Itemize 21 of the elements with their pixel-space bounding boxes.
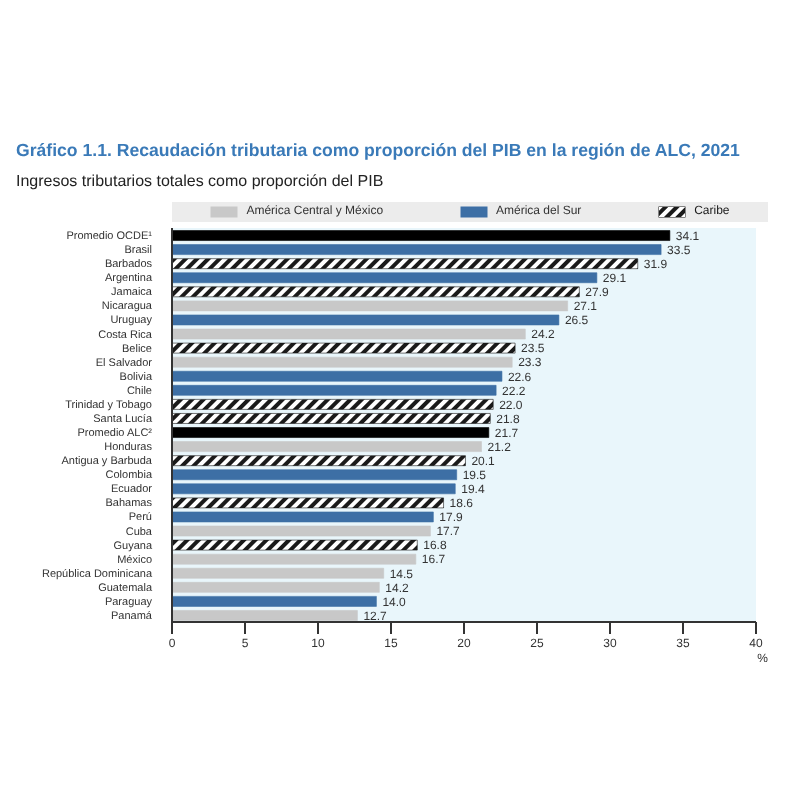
bar: [172, 342, 516, 354]
bar: [172, 300, 568, 312]
bar: [172, 258, 639, 269]
bar: [172, 455, 466, 466]
bar: [172, 427, 490, 438]
bar: [172, 328, 526, 340]
bar: [172, 230, 671, 241]
bar: [172, 610, 358, 621]
bar: [172, 244, 662, 255]
bar: [172, 272, 598, 284]
bar: [172, 497, 444, 509]
bar: [172, 356, 513, 368]
bar: [172, 596, 377, 607]
chart-subtitle: Ingresos tributarios totales como proporción del PIB: [16, 172, 386, 190]
chart-title: Gráfico 1.1. Recaudación tributaria como proporción del PIB en la región de ALC, 2021: [16, 140, 742, 160]
bar: [172, 511, 434, 523]
bar: [172, 539, 418, 551]
bar: [172, 286, 580, 298]
bar: [172, 525, 431, 537]
bar: [172, 314, 560, 326]
bar: [172, 441, 482, 452]
